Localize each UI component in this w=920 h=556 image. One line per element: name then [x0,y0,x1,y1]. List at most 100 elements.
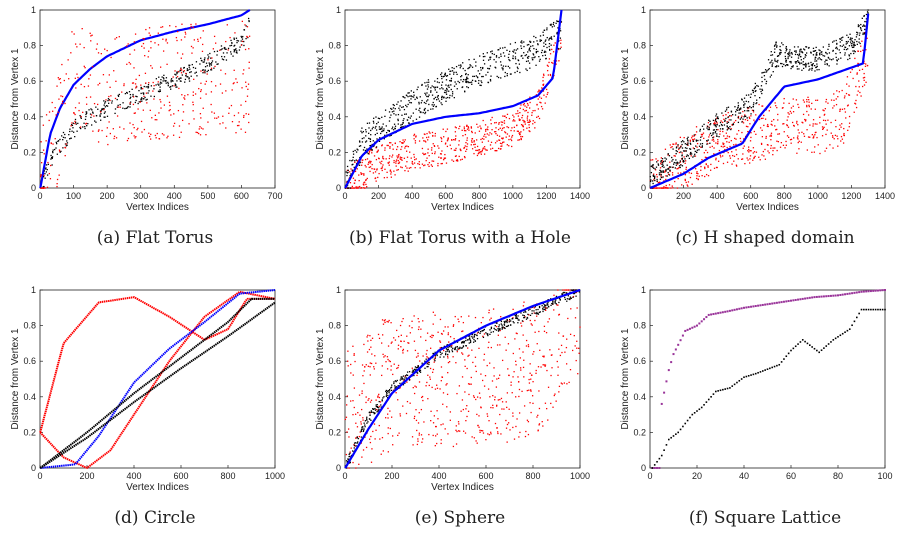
data-point [557,304,559,306]
data-point [190,23,192,26]
data-point [660,176,663,179]
data-point [651,159,654,161]
lattice-black-point [660,454,663,457]
data-point [246,95,249,97]
data-point [452,325,455,327]
data-point [428,433,430,436]
data-point [501,127,504,130]
data-point [814,70,816,72]
data-point [431,131,434,134]
data-point [429,376,431,378]
data-point [832,107,834,109]
data-point [553,35,555,37]
data-point [741,158,744,160]
data-point [734,114,737,116]
data-point [448,86,450,88]
data-point [543,308,546,311]
data-point [359,431,361,433]
data-point [221,55,223,58]
data-point [236,81,238,84]
data-point [791,121,794,124]
data-point [830,59,833,61]
data-point [399,158,401,160]
data-point [689,140,691,142]
data-point [486,364,488,367]
data-point [433,361,435,363]
data-point [85,123,87,125]
y-tick-label: 0 [336,183,341,193]
data-point [843,127,845,130]
data-point [687,142,689,144]
data-point [199,126,201,128]
data-point [754,155,756,158]
data-point [785,60,787,62]
data-point [188,77,190,79]
data-point [216,54,218,56]
data-point [677,177,679,180]
data-point [245,37,247,40]
data-point [127,105,129,108]
data-point [404,377,406,379]
data-point [439,340,441,342]
x-tick-label: 20 [692,471,702,481]
data-point [531,312,533,315]
data-point [480,429,483,432]
data-point [503,323,505,325]
data-point [443,157,446,159]
data-point [129,93,132,96]
data-point [363,181,365,184]
data-point [531,112,533,114]
data-point [534,109,536,112]
data-point [442,128,444,130]
data-point [428,165,430,168]
data-point [363,343,365,346]
data-point [434,96,437,99]
data-point [433,358,435,361]
data-point [527,345,530,348]
data-point [542,80,544,82]
x-tick-label: 400 [405,191,420,201]
data-point [804,54,807,56]
data-point [235,48,237,50]
data-point [233,37,235,39]
data-point [59,151,61,153]
data-point [495,329,498,331]
data-point [443,349,445,352]
data-point [521,135,524,138]
data-point [553,309,555,311]
data-point [224,48,226,50]
data-point [362,428,364,430]
data-point [167,83,169,85]
data-point [526,389,528,392]
data-point [206,65,208,67]
data-point [776,55,779,57]
data-point [738,109,741,111]
data-point [378,396,381,399]
data-point [715,115,717,117]
lattice-purple-point [790,299,792,302]
data-point [663,186,665,188]
data-point [808,69,810,71]
data-point [538,407,541,410]
data-point [495,127,497,129]
data-point [358,185,361,188]
data-point [840,126,842,128]
data-point [60,150,62,153]
data-point [83,65,85,67]
data-point [409,402,411,404]
data-point [414,140,417,142]
data-point [467,126,469,128]
data-point [201,60,203,62]
data-point [176,52,179,54]
data-point [78,102,80,104]
data-point [507,65,509,68]
data-point [797,129,799,131]
data-point [549,49,551,51]
data-point [716,166,718,169]
data-point [220,49,222,51]
data-point [752,159,754,161]
data-point [467,74,469,76]
data-point [674,180,676,183]
data-point [169,109,171,111]
data-point [346,460,349,463]
